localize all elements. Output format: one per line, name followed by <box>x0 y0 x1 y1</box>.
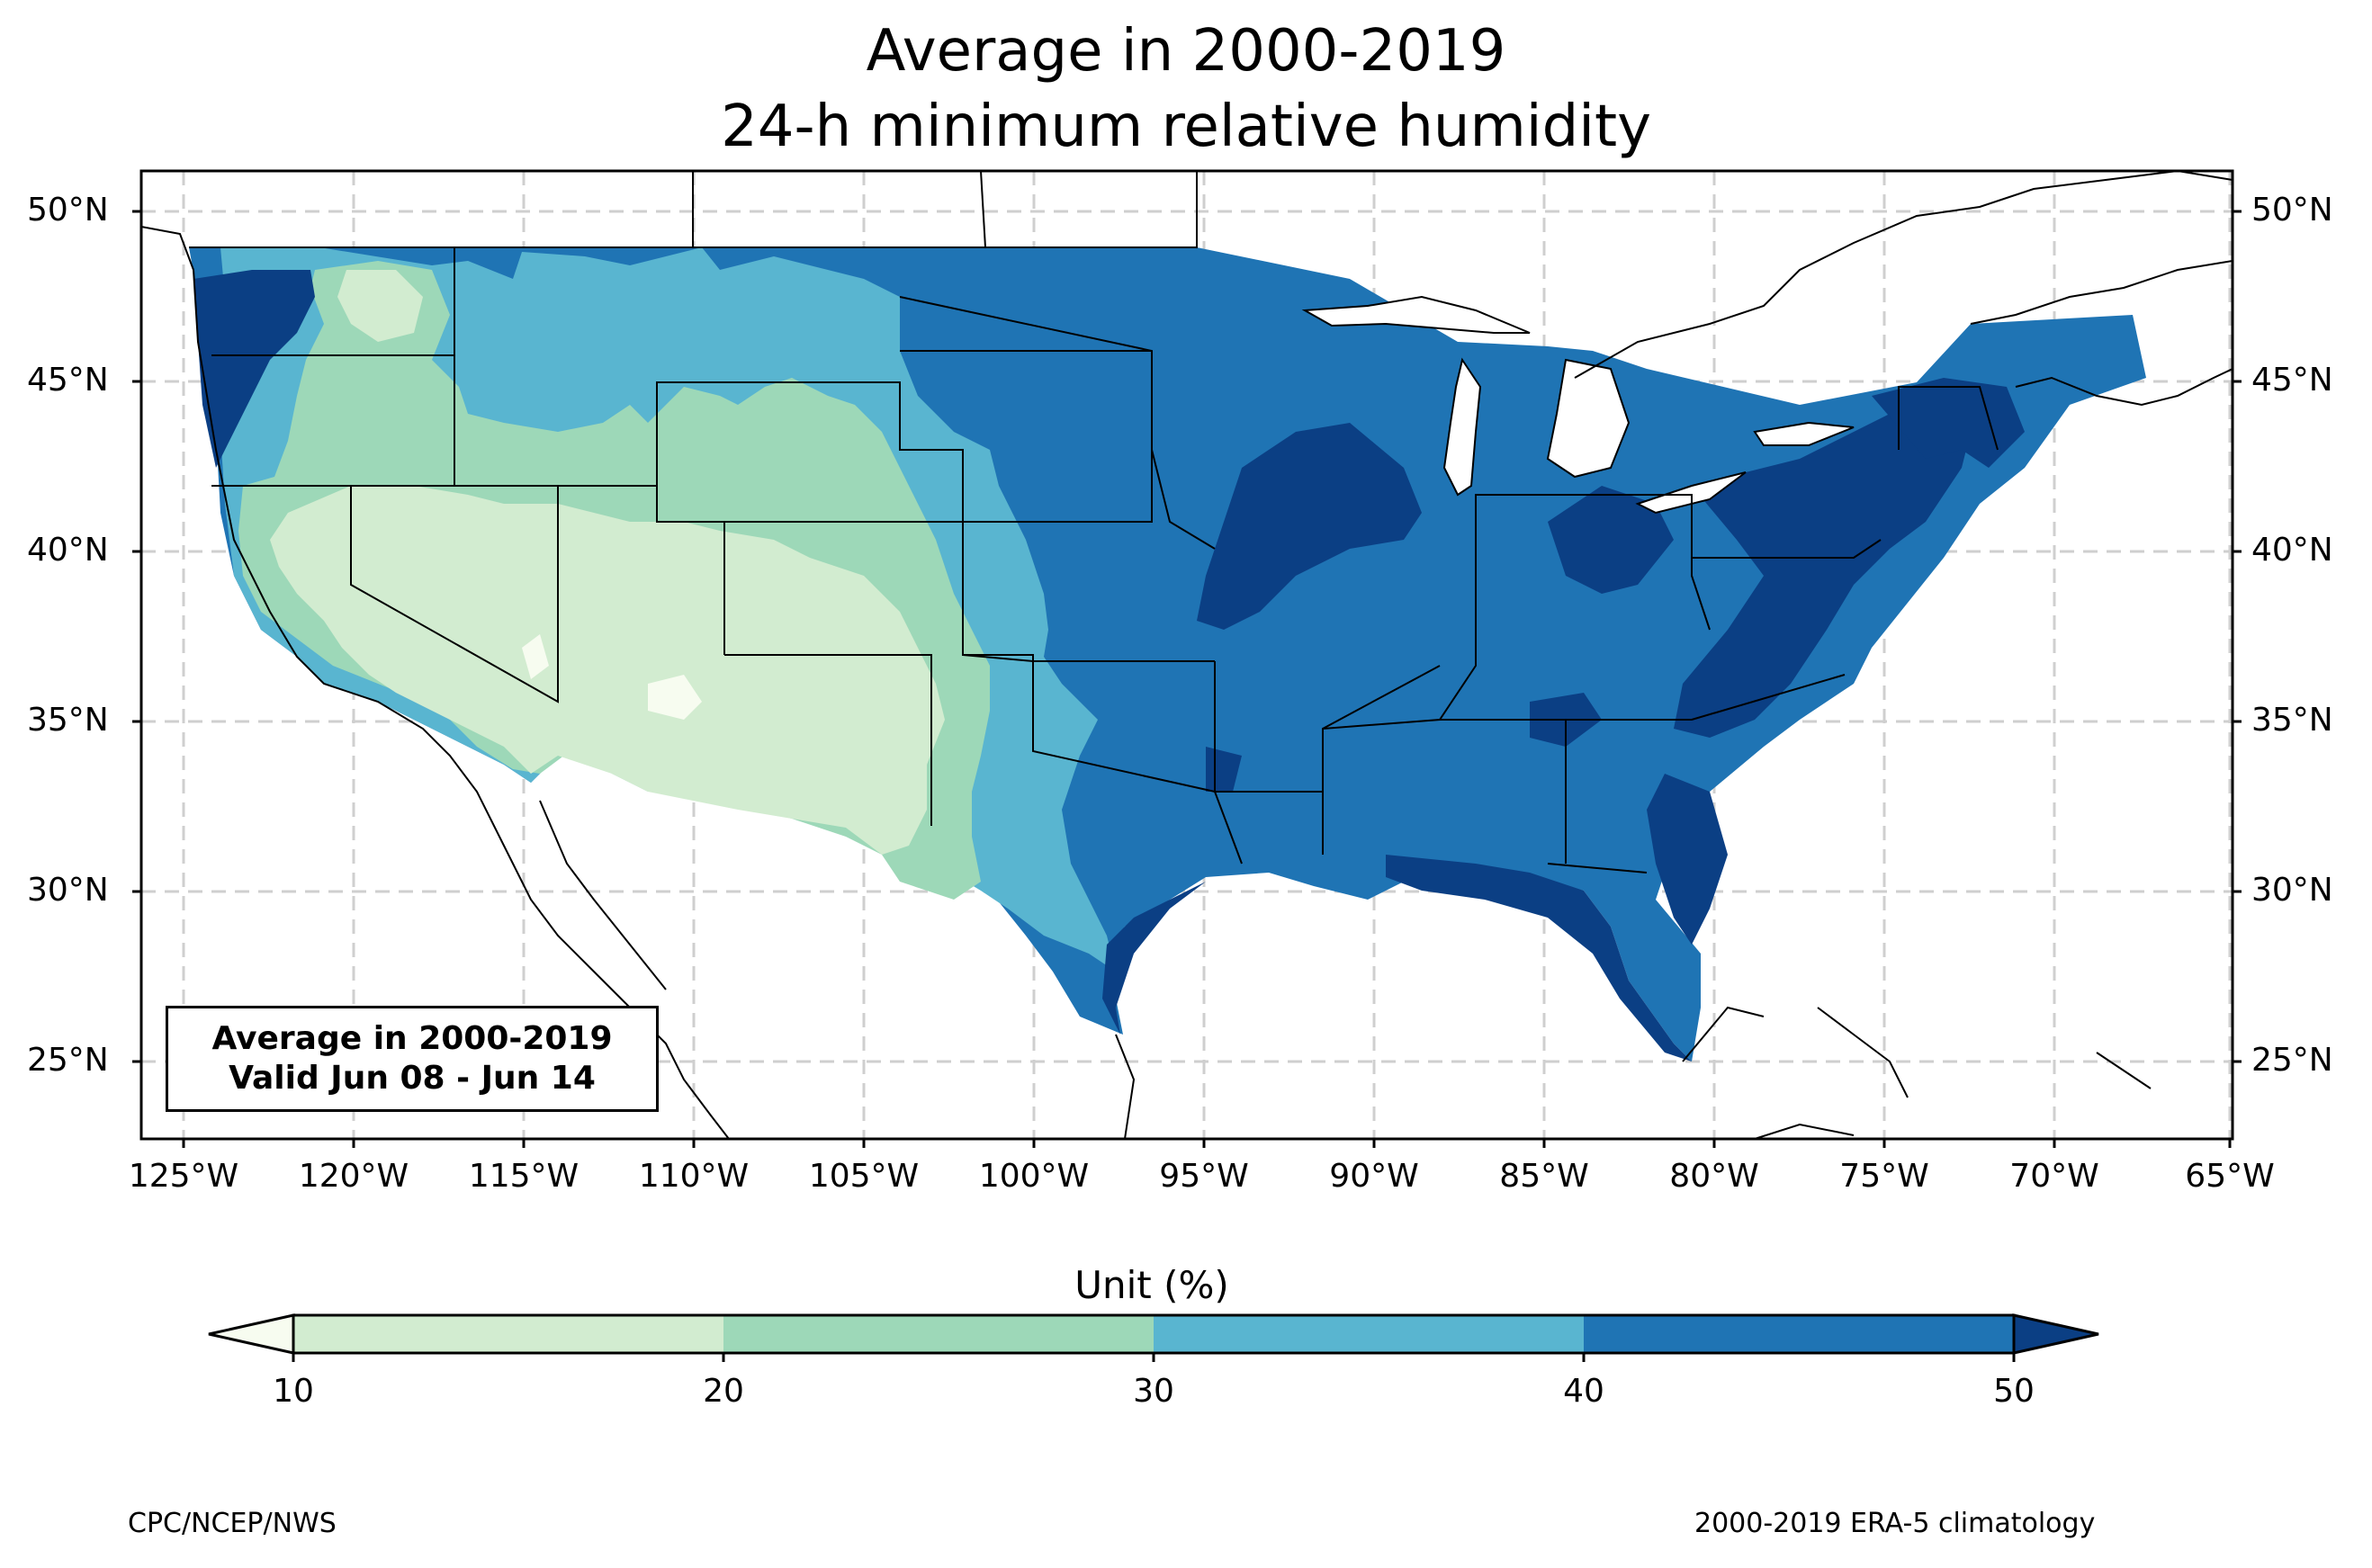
colorbar-tick-50: 50 <box>1993 1373 2035 1410</box>
lon-label-85w: 85°W <box>1499 1158 1589 1195</box>
region-10-20-north <box>337 270 423 342</box>
axis-ticks <box>132 210 2242 1148</box>
credit-left: CPC/NCEP/NWS <box>128 1508 337 1539</box>
region-below-10 <box>648 675 702 720</box>
lat-label-40-right: 40°N <box>2251 532 2333 569</box>
lon-label-110w: 110°W <box>638 1158 750 1195</box>
colorbar-tick-30: 30 <box>1133 1373 1174 1410</box>
lat-label-35-right: 35°N <box>2251 702 2333 739</box>
state-boundaries <box>189 171 1999 874</box>
lat-label-25-right: 25°N <box>2251 1042 2333 1079</box>
region-below-10-b <box>522 634 549 679</box>
region-10-20 <box>270 486 945 855</box>
info-box-line1: Average in 2000-2019 <box>211 1020 613 1057</box>
colorbar-tick-20: 20 <box>703 1373 744 1410</box>
colorbar-tick-10: 10 <box>273 1373 314 1410</box>
colorbar-tick-40: 40 <box>1563 1373 1604 1410</box>
lat-label-25-left: 25°N <box>27 1042 109 1079</box>
credit-right: 2000-2019 ERA-5 climatology <box>1694 1508 2096 1539</box>
lon-label-95w: 95°W <box>1159 1158 1249 1195</box>
lon-label-70w: 70°W <box>2009 1158 2099 1195</box>
map-title-line2: 24-h minimum relative humidity <box>721 94 1651 160</box>
lon-label-100w: 100°W <box>978 1158 1090 1195</box>
info-box-line2: Valid Jun 08 - Jun 14 <box>229 1060 596 1097</box>
lat-label-30-left: 30°N <box>27 872 109 909</box>
lon-label-125w: 125°W <box>128 1158 239 1195</box>
lon-label-115w: 115°W <box>468 1158 580 1195</box>
colorbar-title: Unit (%) <box>1074 1263 1229 1307</box>
lon-label-105w: 105°W <box>808 1158 920 1195</box>
map-frame <box>139 169 2234 1141</box>
lat-label-40-left: 40°N <box>27 532 109 569</box>
lon-label-75w: 75°W <box>1839 1158 1929 1195</box>
great-lakes <box>1301 295 1855 515</box>
lon-label-90w: 90°W <box>1329 1158 1419 1195</box>
lon-label-80w: 80°W <box>1669 1158 1759 1195</box>
lat-label-50-left: 50°N <box>27 192 109 228</box>
lat-label-45-right: 45°N <box>2251 362 2333 399</box>
lat-label-45-left: 45°N <box>27 362 109 399</box>
lon-label-65w: 65°W <box>2185 1158 2275 1195</box>
region-above-50 <box>193 270 2025 1062</box>
lon-label-120w: 120°W <box>298 1158 409 1195</box>
lat-label-50-right: 50°N <box>2251 192 2333 228</box>
info-box: Average in 2000-2019 Valid Jun 08 - Jun … <box>166 1006 659 1112</box>
lat-label-35-left: 35°N <box>27 702 109 739</box>
map-title-line1: Average in 2000-2019 <box>866 18 1506 85</box>
lat-label-30-right: 30°N <box>2251 872 2333 909</box>
